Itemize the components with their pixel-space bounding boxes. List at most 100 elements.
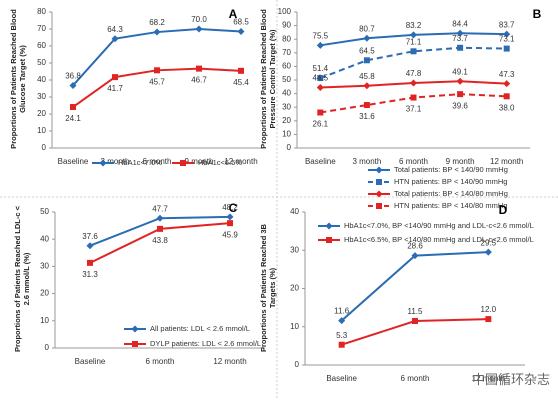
x-tick-label: 6 month bbox=[143, 157, 172, 166]
y-axis-label: Proportions of Patients Reached Blood Pr… bbox=[259, 9, 277, 149]
value-label: 47.3 bbox=[499, 70, 515, 79]
legend-label: HbA1c<7.0% bbox=[118, 158, 162, 167]
value-label: 70.0 bbox=[191, 15, 207, 24]
y-tick-label: 20 bbox=[40, 289, 49, 298]
marker bbox=[503, 93, 510, 100]
value-label: 5.3 bbox=[336, 331, 348, 340]
y-tick-label: 20 bbox=[37, 109, 46, 118]
value-label: 68.2 bbox=[149, 18, 165, 27]
marker bbox=[317, 75, 324, 82]
y-tick-label: 90 bbox=[282, 21, 291, 30]
y-tick-label: 0 bbox=[42, 143, 47, 152]
value-label: 37.6 bbox=[82, 232, 98, 241]
marker bbox=[376, 179, 382, 185]
panel-label: B bbox=[533, 7, 542, 21]
marker bbox=[363, 57, 370, 64]
marker bbox=[132, 341, 138, 347]
y-tick-label: 100 bbox=[278, 7, 292, 16]
marker bbox=[456, 77, 464, 85]
marker bbox=[363, 102, 370, 109]
marker bbox=[503, 80, 511, 88]
value-label: 51.4 bbox=[313, 64, 329, 73]
y-tick-label: 30 bbox=[282, 102, 291, 111]
legend-label: DYLP patients: LDL < 2.6 mmol/L bbox=[150, 339, 261, 348]
marker bbox=[87, 259, 93, 266]
value-label: 47.7 bbox=[152, 204, 168, 213]
marker bbox=[69, 81, 77, 89]
marker bbox=[112, 74, 118, 81]
y-tick-label: 0 bbox=[295, 360, 300, 369]
marker bbox=[485, 316, 492, 323]
legend-label: HTN patients: BP < 140/80 mmHg bbox=[394, 201, 507, 210]
y-tick-label: 60 bbox=[37, 41, 46, 50]
legend-label: HTN patients: BP < 140/90 mmHg bbox=[394, 177, 507, 186]
value-label: 83.7 bbox=[499, 20, 515, 29]
marker bbox=[238, 67, 244, 74]
value-label: 12.0 bbox=[481, 305, 497, 314]
panel-label: A bbox=[229, 7, 238, 21]
x-tick-label: 6 month bbox=[401, 374, 430, 383]
y-tick-label: 70 bbox=[37, 24, 46, 33]
value-label: 38.0 bbox=[499, 103, 515, 112]
value-label: 84.4 bbox=[452, 19, 468, 28]
value-label: 43.8 bbox=[152, 236, 168, 245]
panel-label: C bbox=[229, 201, 238, 215]
y-tick-label: 40 bbox=[282, 89, 291, 98]
marker bbox=[410, 48, 417, 55]
x-tick-label: Baseline bbox=[326, 374, 357, 383]
legend-label: HbA1c<7.0%, BP <140/90 mmHg and LDL-c<2.… bbox=[344, 221, 534, 230]
y-tick-label: 50 bbox=[37, 58, 46, 67]
value-label: 36.8 bbox=[65, 72, 81, 81]
y-tick-label: 30 bbox=[40, 262, 49, 271]
y-tick-label: 60 bbox=[282, 62, 291, 71]
marker bbox=[411, 252, 419, 260]
marker bbox=[410, 79, 417, 87]
value-label: 71.1 bbox=[406, 37, 422, 46]
marker bbox=[317, 109, 324, 116]
marker bbox=[131, 325, 139, 333]
x-tick-label: 9 month bbox=[185, 157, 214, 166]
y-axis-label: Proportions of Patients Reached 3B Targe… bbox=[259, 223, 277, 352]
y-tick-label: 30 bbox=[37, 92, 46, 101]
legend-label: HbA1c<6.5% bbox=[198, 158, 242, 167]
value-label: 73.7 bbox=[452, 34, 468, 43]
y-tick-label: 50 bbox=[40, 207, 49, 216]
marker bbox=[316, 41, 324, 49]
y-tick-label: 0 bbox=[45, 343, 50, 352]
series-line bbox=[319, 46, 507, 80]
value-label: 24.1 bbox=[65, 114, 81, 123]
value-label: 29.5 bbox=[481, 238, 497, 247]
value-label: 64.3 bbox=[107, 25, 123, 34]
marker bbox=[86, 242, 94, 250]
value-label: 47.8 bbox=[406, 69, 422, 78]
value-label: 11.6 bbox=[334, 307, 350, 316]
y-tick-label: 70 bbox=[282, 48, 291, 57]
y-tick-label: 0 bbox=[287, 143, 292, 152]
marker bbox=[157, 225, 163, 232]
marker bbox=[410, 94, 417, 101]
series-line bbox=[72, 67, 242, 108]
x-tick-label: Baseline bbox=[75, 357, 106, 366]
y-tick-label: 10 bbox=[40, 316, 49, 325]
value-label: 80.7 bbox=[359, 24, 375, 33]
legend-label: Total patients: BP < 140/80 mmHg bbox=[394, 189, 508, 198]
y-tick-label: 20 bbox=[282, 116, 291, 125]
marker bbox=[195, 25, 203, 33]
marker bbox=[111, 35, 119, 43]
marker bbox=[363, 82, 371, 90]
marker bbox=[503, 45, 510, 52]
y-tick-label: 10 bbox=[282, 130, 291, 139]
value-label: 45.8 bbox=[359, 72, 375, 81]
x-tick-label: 12 month bbox=[224, 157, 257, 166]
y-axis-label: Proportions of Patients Reached Blood Gl… bbox=[9, 9, 27, 149]
legend-label: Total patients: BP < 140/90 mmHg bbox=[394, 165, 508, 174]
value-label: 45.4 bbox=[233, 78, 249, 87]
marker bbox=[410, 31, 417, 39]
marker bbox=[180, 160, 186, 166]
marker bbox=[503, 30, 511, 38]
y-tick-label: 40 bbox=[40, 234, 49, 243]
y-tick-label: 30 bbox=[290, 245, 299, 254]
y-tick-label: 80 bbox=[282, 34, 291, 43]
marker bbox=[457, 44, 464, 51]
marker bbox=[457, 91, 464, 98]
